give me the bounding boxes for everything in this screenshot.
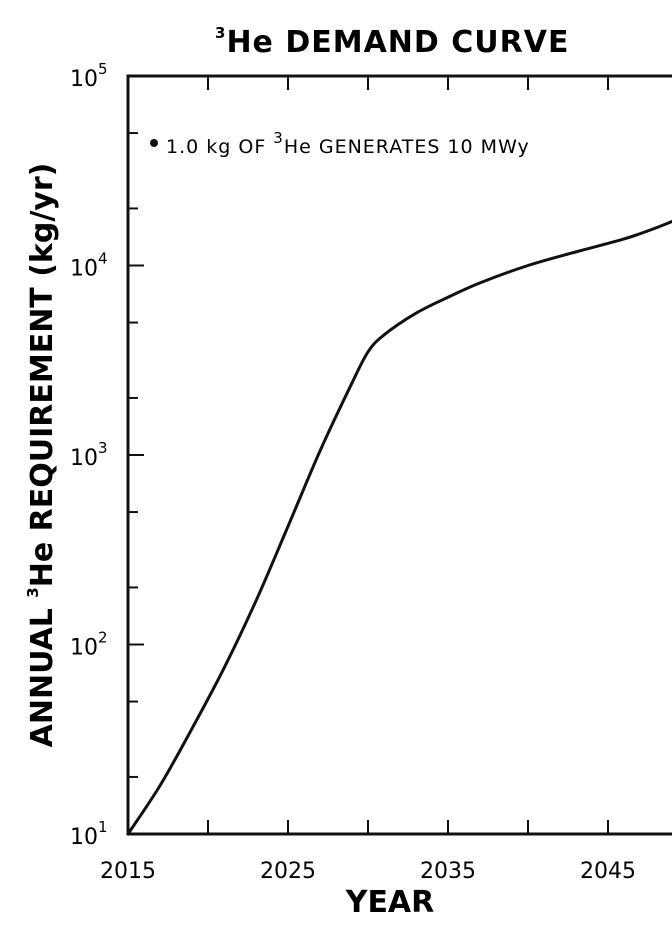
series-line-demand [126, 219, 672, 835]
y-tick-label: 104 [70, 250, 108, 282]
y-tick-label-exponent: 5 [98, 60, 108, 78]
y-axis-ticks [128, 75, 144, 835]
y-tick-label-exponent: 3 [98, 439, 108, 457]
annotation-superscript: 3 [273, 129, 284, 147]
y-tick-label: 101 [70, 818, 108, 850]
chart-title-superscript: 3 [215, 24, 226, 42]
y-tick-label: 103 [70, 439, 108, 471]
y-axis-title-superscript: 3 [24, 587, 42, 597]
y-tick-label-exponent: 2 [98, 629, 108, 647]
x-tick-label: 2045 [580, 859, 636, 884]
plot-frame [126, 74, 672, 836]
x-axis-title: YEAR [345, 885, 435, 920]
y-tick-label-base: 10 [70, 825, 98, 850]
x-tick-label: 2015 [100, 859, 156, 884]
x-axis-ticks [127, 76, 609, 834]
y-tick-label-exponent: 1 [98, 818, 108, 836]
y-tick-label-base: 10 [70, 67, 98, 92]
y-tick-label-base: 10 [70, 257, 98, 282]
x-tick-label: 2035 [420, 859, 476, 884]
annotation-bullet [150, 139, 158, 147]
x-axis-tick-labels: 2015 2025 2035 2045 [100, 859, 636, 884]
annotation-prefix: 1.0 kg OF [166, 136, 273, 158]
y-tick-label: 102 [70, 629, 108, 661]
y-tick-label-exponent: 4 [98, 250, 108, 268]
y-axis-title: ANNUAL 3He REQUIREMENT (kg/yr) [24, 163, 60, 748]
y-axis-title-suffix: He REQUIREMENT (kg/yr) [25, 163, 60, 588]
chart-title-text: He DEMAND CURVE [226, 25, 569, 60]
annotation-suffix: He GENERATES 10 MWy [284, 136, 530, 158]
y-axis-title-prefix: ANNUAL [25, 598, 60, 748]
y-tick-label-base: 10 [70, 636, 98, 661]
x-tick-label: 2025 [260, 859, 316, 884]
y-tick-label-base: 10 [70, 446, 98, 471]
y-tick-label: 105 [70, 60, 108, 92]
annotation-note: 1.0 kg OF 3He GENERATES 10 MWy [166, 129, 530, 158]
chart-title: 3He DEMAND CURVE [215, 24, 569, 60]
